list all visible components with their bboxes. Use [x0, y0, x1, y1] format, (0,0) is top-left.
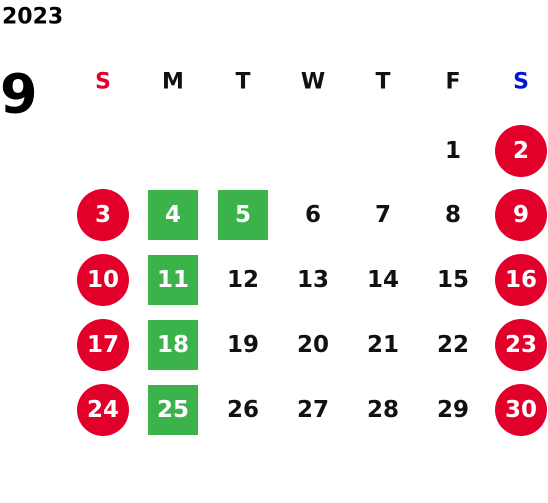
day-number: 29: [437, 397, 469, 423]
day-number: 20: [297, 332, 329, 358]
weekend-marker: [495, 125, 547, 177]
day-number: 12: [227, 267, 259, 293]
day-number: 22: [437, 332, 469, 358]
day-number: 16: [505, 267, 537, 293]
day-number: 9: [513, 202, 529, 228]
day-number: 26: [227, 397, 259, 423]
weekday-label: M: [162, 70, 184, 95]
day-number: 19: [227, 332, 259, 358]
weekend-marker: [495, 254, 547, 306]
day-number: 1: [445, 138, 461, 164]
day-number: 24: [87, 397, 119, 423]
day-number: 27: [297, 397, 329, 423]
weekday-label: T: [375, 70, 390, 95]
highlight-marker: [148, 320, 198, 370]
day-number: 6: [305, 202, 321, 228]
day-number: 15: [437, 267, 469, 293]
year: 2023: [2, 5, 63, 30]
day-number: 3: [95, 202, 111, 228]
day-number: 11: [157, 267, 189, 293]
weekend-marker: [495, 384, 547, 436]
day-number: 17: [87, 332, 119, 358]
day-number: 4: [165, 202, 181, 228]
day-number: 18: [157, 332, 189, 358]
highlight-marker: [148, 385, 198, 435]
day-number: 28: [367, 397, 399, 423]
weekend-marker: [495, 189, 547, 241]
weekend-marker: [77, 189, 129, 241]
weekday-label: W: [301, 70, 325, 95]
day-number: 13: [297, 267, 329, 293]
weekend-marker: [77, 384, 129, 436]
weekend-marker: [495, 319, 547, 371]
month: 9: [0, 63, 38, 126]
highlight-marker: [218, 190, 268, 240]
day-number: 5: [235, 202, 251, 228]
day-number: 8: [445, 202, 461, 228]
weekday-label: T: [235, 70, 250, 95]
weekend-marker: [77, 319, 129, 371]
highlight-marker: [148, 255, 198, 305]
day-number: 7: [375, 202, 391, 228]
weekend-marker: [77, 254, 129, 306]
day-number: 2: [513, 138, 529, 164]
day-number: 23: [505, 332, 537, 358]
day-number: 25: [157, 397, 189, 423]
day-number: 10: [87, 267, 119, 293]
weekday-label: S: [95, 70, 111, 95]
day-number: 30: [505, 397, 537, 423]
day-number: 21: [367, 332, 399, 358]
weekday-label: S: [513, 70, 529, 95]
weekday-label: F: [445, 70, 460, 95]
day-number: 14: [367, 267, 399, 293]
highlight-marker: [148, 190, 198, 240]
